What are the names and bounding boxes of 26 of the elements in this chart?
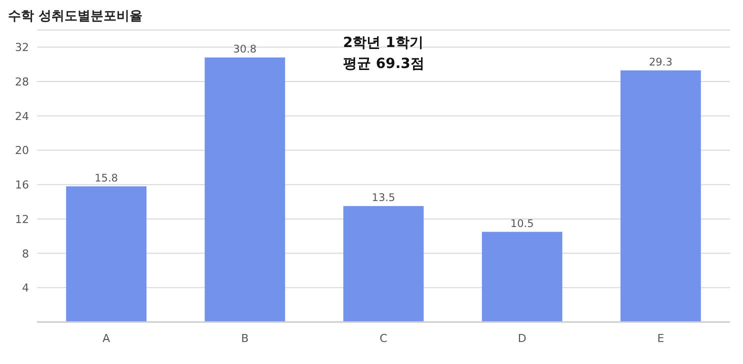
annotation: 평균 69.3점	[343, 56, 424, 72]
data-label: 13.5	[372, 192, 396, 204]
y-tick-label: 28	[15, 76, 29, 89]
x-tick-label: C	[380, 332, 388, 345]
bar	[482, 232, 562, 322]
y-tick-label: 4	[22, 282, 29, 295]
x-tick-label: E	[657, 332, 664, 345]
x-tick-label: B	[241, 332, 249, 345]
x-tick-label: D	[518, 332, 526, 345]
y-tick-label: 20	[15, 144, 29, 158]
annotation: 2학년 1학기	[343, 35, 424, 51]
bar	[204, 57, 286, 322]
data-label: 29.3	[649, 56, 672, 68]
x-tick-label: A	[102, 332, 111, 345]
y-tick-label: 12	[15, 212, 29, 226]
y-tick-label: 8	[22, 247, 29, 260]
bar	[343, 206, 424, 322]
data-label: 30.8	[233, 43, 257, 56]
y-tick-label: 24	[15, 110, 29, 123]
chart-title: 수학 성취도별분포비율	[8, 9, 143, 24]
data-label: 15.8	[94, 172, 118, 184]
y-tick-label: 16	[15, 178, 29, 192]
y-tick-label: 32	[15, 41, 29, 54]
bar	[620, 70, 701, 322]
bar	[66, 186, 146, 322]
data-label: 10.5	[510, 218, 534, 230]
